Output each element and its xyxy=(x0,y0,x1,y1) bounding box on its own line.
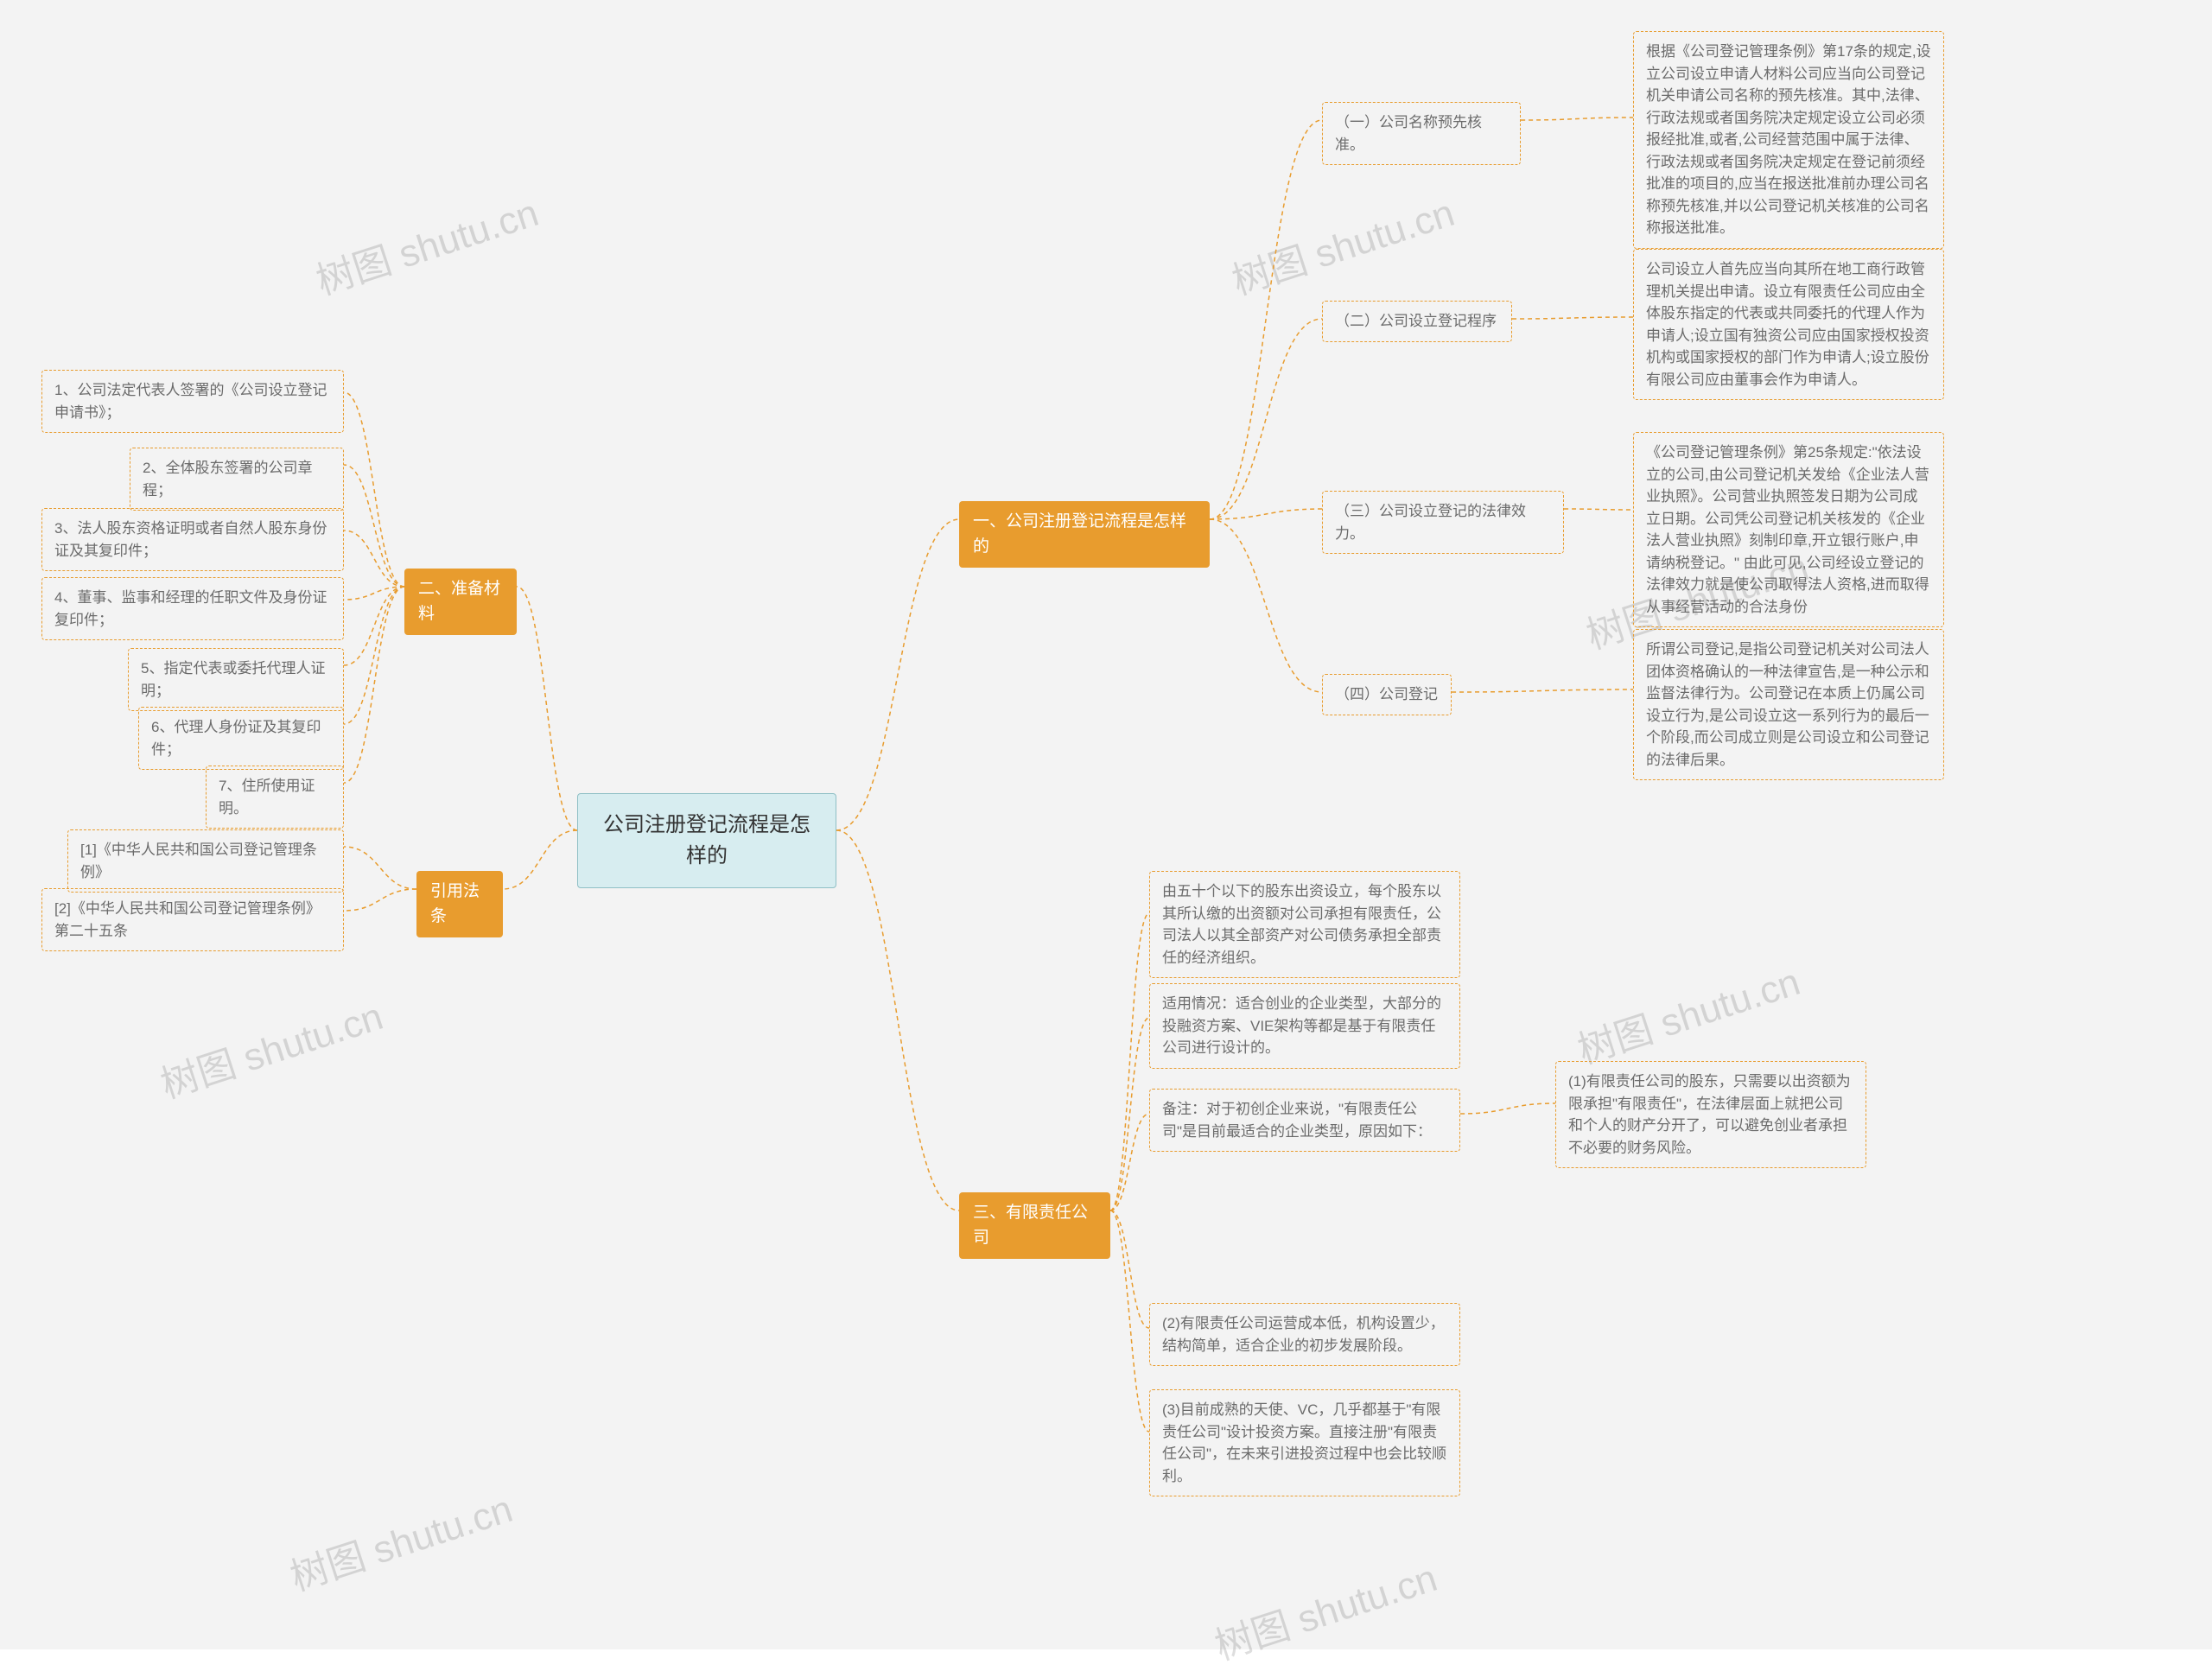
node-b2-5[interactable]: 6、代理人身份证及其复印件； xyxy=(138,707,344,770)
node-b1-2[interactable]: （三）公司设立登记的法律效力。 xyxy=(1322,491,1564,554)
node-b2-3[interactable]: 4、董事、监事和经理的任职文件及身份证复印件； xyxy=(41,577,344,640)
node-b3-3[interactable]: (2)有限责任公司运营成本低，机构设置少，结构简单，适合企业的初步发展阶段。 xyxy=(1149,1303,1460,1366)
node-b2-0[interactable]: 1、公司法定代表人签署的《公司设立登记申请书》； xyxy=(41,370,344,433)
node-b4-0[interactable]: [1]《中华人民共和国公司登记管理条例》 xyxy=(67,829,344,893)
branch-b4[interactable]: 引用法条 xyxy=(416,871,503,937)
root-node[interactable]: 公司注册登记流程是怎样的 xyxy=(577,793,836,888)
node-b1-3[interactable]: （四）公司登记 xyxy=(1322,674,1452,715)
watermark: 树图 shutu.cn xyxy=(153,985,389,1109)
node-b4-1[interactable]: [2]《中华人民共和国公司登记管理条例》第二十五条 xyxy=(41,888,344,951)
node-b2-6[interactable]: 7、住所使用证明。 xyxy=(206,766,344,829)
node-b1-0[interactable]: （一）公司名称预先核准。 xyxy=(1322,102,1521,165)
node-b1-1-0[interactable]: 公司设立人首先应当向其所在地工商行政管理机关提出申请。设立有限责任公司应由全体股… xyxy=(1633,249,1944,400)
node-b1-3-0[interactable]: 所谓公司登记,是指公司登记机关对公司法人团体资格确认的一种法律宣告,是一种公示和… xyxy=(1633,629,1944,780)
node-b3-1[interactable]: 适用情况：适合创业的企业类型，大部分的投融资方案、VIE架构等都是基于有限责任公… xyxy=(1149,983,1460,1069)
watermark: 树图 shutu.cn xyxy=(1570,950,1806,1074)
node-b2-1[interactable]: 2、全体股东签署的公司章程； xyxy=(130,448,344,511)
branch-b2[interactable]: 二、准备材料 xyxy=(404,569,517,635)
node-b3-0[interactable]: 由五十个以下的股东出资设立，每个股东以其所认缴的出资额对公司承担有限责任，公司法… xyxy=(1149,871,1460,978)
node-b1-2-0[interactable]: 《公司登记管理条例》第25条规定:"依法设立的公司,由公司登记机关发给《企业法人… xyxy=(1633,432,1944,627)
watermark: 树图 shutu.cn xyxy=(308,181,544,305)
node-b1-1[interactable]: （二）公司设立登记程序 xyxy=(1322,301,1512,342)
node-b3-2[interactable]: 备注：对于初创企业来说，"有限责任公司"是目前最适合的企业类型，原因如下： xyxy=(1149,1089,1460,1152)
node-b3-2-0[interactable]: (1)有限责任公司的股东，只需要以出资额为限承担"有限责任"，在法律层面上就把公… xyxy=(1555,1061,1866,1168)
node-b2-2[interactable]: 3、法人股东资格证明或者自然人股东身份证及其复印件； xyxy=(41,508,344,571)
node-b1-0-0[interactable]: 根据《公司登记管理条例》第17条的规定,设立公司设立申请人材料公司应当向公司登记… xyxy=(1633,31,1944,249)
node-b3-4[interactable]: (3)目前成熟的天使、VC，几乎都基于"有限责任公司"设计投资方案。直接注册"有… xyxy=(1149,1389,1460,1496)
watermark: 树图 shutu.cn xyxy=(1207,1547,1443,1670)
branch-b3[interactable]: 三、有限责任公司 xyxy=(959,1192,1110,1259)
watermark: 树图 shutu.cn xyxy=(283,1477,518,1601)
node-b2-4[interactable]: 5、指定代表或委托代理人证明； xyxy=(128,648,344,711)
branch-b1[interactable]: 一、公司注册登记流程是怎样的 xyxy=(959,501,1210,568)
mindmap-canvas: 树图 shutu.cn 树图 shutu.cn 树图 shutu.cn 树图 shut… xyxy=(0,0,2212,1649)
watermark: 树图 shutu.cn xyxy=(1224,181,1460,305)
